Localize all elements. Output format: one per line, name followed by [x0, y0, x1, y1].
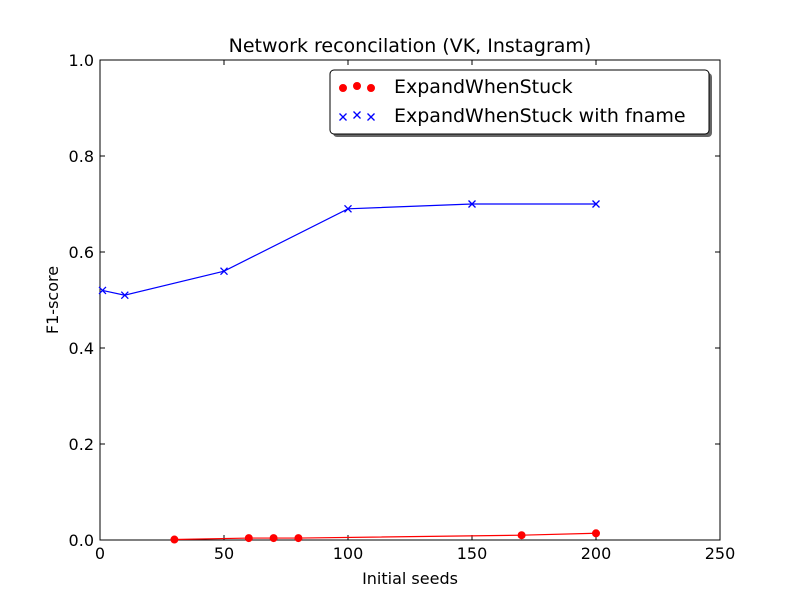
data-point — [269, 534, 278, 543]
x-axis-label: Initial seeds — [362, 569, 458, 588]
x-tick-label: 250 — [705, 544, 736, 563]
data-point — [592, 529, 600, 538]
data-point — [244, 534, 253, 543]
legend-marker — [353, 111, 361, 119]
legend-marker — [339, 84, 347, 92]
data-point — [120, 291, 129, 300]
legend-marker — [339, 113, 347, 121]
legend-entry: ExpandWhenStuck — [339, 76, 573, 98]
y-axis-label: F1-score — [43, 266, 62, 334]
legend-marker — [367, 84, 375, 92]
y-tick-label: 0.0 — [69, 531, 94, 550]
y-tick-label: 0.2 — [69, 435, 94, 454]
series-1 — [170, 529, 600, 544]
y-tick-label: 0.6 — [69, 243, 94, 262]
legend-box — [329, 69, 710, 135]
axis-ticks: 0 50 100 150 200 250 0.0 0.2 0.4 0.6 0.8 1.0 — [69, 51, 736, 563]
data-point — [468, 200, 476, 208]
legend-marker — [353, 82, 361, 90]
chart-title: Network reconcilation (VK, Instagram) — [229, 35, 592, 57]
y-tick-label: 0.8 — [69, 147, 94, 166]
x-tick-label: 200 — [581, 544, 612, 563]
legend: ExpandWhenStuck ExpandWhenStuck with fnam… — [329, 69, 712, 137]
series-line — [174, 532, 597, 541]
data-point — [344, 204, 352, 213]
x-tick-label: 150 — [457, 544, 488, 563]
plot-area — [99, 59, 721, 541]
data-point — [98, 286, 107, 295]
data-point — [517, 531, 526, 540]
y-tick-label: 0.4 — [69, 339, 94, 358]
legend-label: ExpandWhenStuck with fname — [394, 105, 686, 127]
data-point — [294, 534, 303, 543]
x-tick-label: 100 — [333, 544, 364, 563]
series-layer — [98, 200, 600, 544]
series-2 — [98, 200, 600, 300]
y-tick-label: 1.0 — [69, 51, 94, 70]
x-tick-label: 50 — [214, 544, 234, 563]
data-point — [170, 535, 179, 544]
data-point — [592, 200, 600, 208]
legend-marker — [367, 113, 375, 121]
legend-label: ExpandWhenStuck — [394, 76, 573, 98]
x-tick-label: 0 — [95, 544, 105, 563]
series-line — [102, 203, 596, 296]
data-point — [220, 267, 228, 276]
legend-entry: ExpandWhenStuck with fname — [339, 105, 686, 127]
